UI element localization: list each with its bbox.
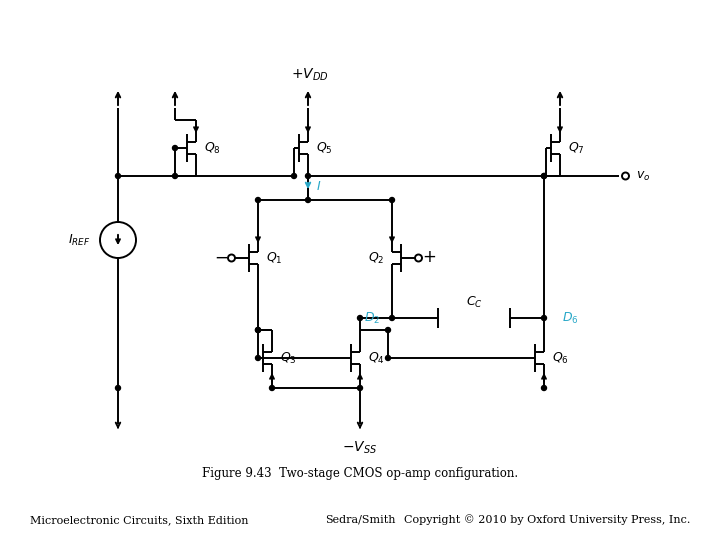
Circle shape <box>390 315 395 321</box>
Text: $I_{REF}$: $I_{REF}$ <box>68 232 90 247</box>
Text: $+V_{DD}$: $+V_{DD}$ <box>291 66 329 83</box>
Text: $C_C$: $C_C$ <box>466 294 482 309</box>
Circle shape <box>541 173 546 179</box>
Circle shape <box>541 173 546 179</box>
Circle shape <box>305 198 310 202</box>
Circle shape <box>541 386 546 390</box>
Circle shape <box>115 173 120 179</box>
Circle shape <box>390 198 395 202</box>
Circle shape <box>541 315 546 321</box>
Text: $Q_3$: $Q_3$ <box>280 350 297 366</box>
Text: $+$: $+$ <box>422 248 436 266</box>
Circle shape <box>385 355 390 361</box>
Text: Figure 9.43  Two-stage CMOS op-amp configuration.: Figure 9.43 Two-stage CMOS op-amp config… <box>202 467 518 480</box>
Circle shape <box>173 145 178 151</box>
Text: Copyright © 2010 by Oxford University Press, Inc.: Copyright © 2010 by Oxford University Pr… <box>404 515 690 525</box>
Circle shape <box>256 327 261 333</box>
Text: $Q_4$: $Q_4$ <box>368 350 384 366</box>
Text: $Q_1$: $Q_1$ <box>266 251 282 266</box>
Circle shape <box>173 173 178 179</box>
Text: $Q_7$: $Q_7$ <box>568 140 585 156</box>
Circle shape <box>256 355 261 361</box>
Circle shape <box>385 327 390 333</box>
Text: $D_6$: $D_6$ <box>562 310 579 326</box>
Text: $Q_5$: $Q_5$ <box>316 140 333 156</box>
Circle shape <box>115 386 120 390</box>
Circle shape <box>358 315 362 321</box>
Text: $I$: $I$ <box>316 179 321 192</box>
Circle shape <box>256 198 261 202</box>
Text: $v_o$: $v_o$ <box>636 170 650 183</box>
Circle shape <box>256 327 261 333</box>
Text: Sedra/Smith: Sedra/Smith <box>325 515 395 525</box>
Text: $-V_{SS}$: $-V_{SS}$ <box>343 440 377 456</box>
Text: $D_2$: $D_2$ <box>364 310 380 326</box>
Circle shape <box>358 386 362 390</box>
Circle shape <box>305 173 310 179</box>
Text: $Q_6$: $Q_6$ <box>552 350 569 366</box>
Text: Microelectronic Circuits, Sixth Edition: Microelectronic Circuits, Sixth Edition <box>30 515 248 525</box>
Circle shape <box>292 173 297 179</box>
Text: $-$: $-$ <box>214 248 228 266</box>
Circle shape <box>269 386 274 390</box>
Text: $Q_8$: $Q_8$ <box>204 140 221 156</box>
Text: $Q_2$: $Q_2$ <box>367 251 384 266</box>
